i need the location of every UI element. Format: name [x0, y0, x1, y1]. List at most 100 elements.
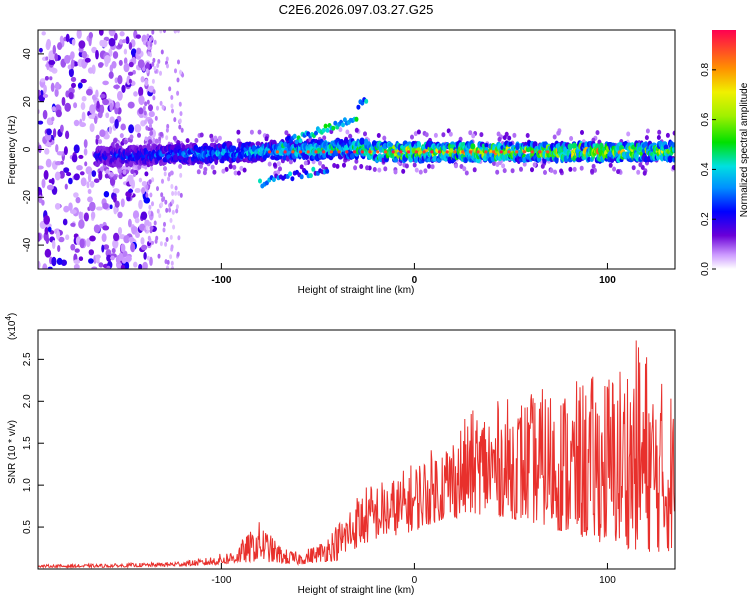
spectral-blob — [118, 39, 124, 45]
spectral-blob — [410, 134, 414, 140]
spectral-blob — [81, 50, 88, 59]
spectral-blob — [258, 178, 262, 184]
colorbar-label: Normalized spectral amplitude — [739, 82, 750, 217]
x-tick-label: 0 — [412, 575, 418, 586]
spectral-blob — [449, 148, 454, 153]
y-tick-label: -40 — [22, 237, 33, 252]
spectral-blob — [140, 244, 148, 251]
spectral-blob — [87, 67, 94, 74]
spectral-blob — [166, 265, 169, 269]
spectral-blob — [156, 63, 160, 68]
x-tick-label: 100 — [599, 575, 616, 586]
spectral-blob — [135, 232, 140, 238]
spectral-blob — [475, 157, 481, 164]
spectral-blob — [174, 68, 177, 74]
spectral-blob — [164, 199, 168, 205]
spectral-blob — [507, 150, 511, 154]
spectral-blob — [118, 174, 123, 180]
spectral-blob — [73, 144, 80, 154]
y-tick-label: 0 — [22, 146, 33, 152]
spectral-blob — [76, 30, 82, 39]
spectral-blob — [102, 202, 109, 210]
spectral-blob — [230, 145, 237, 151]
spectral-blob — [110, 255, 115, 261]
spectral-blob — [147, 41, 151, 46]
spectral-blob — [159, 241, 163, 247]
spectral-blob — [418, 169, 423, 175]
spectral-blob — [165, 207, 169, 213]
spectral-blob — [140, 76, 145, 83]
y-tick-label: 1.0 — [22, 478, 33, 492]
spectral-blob — [123, 63, 130, 73]
spectral-blob — [416, 141, 422, 149]
spectral-blob — [128, 237, 135, 242]
spectral-blob — [298, 150, 303, 154]
spectral-blob — [108, 71, 114, 79]
spectral-blob — [151, 177, 155, 183]
spectral-blob — [118, 59, 123, 66]
spectral-blob — [144, 171, 149, 177]
spectral-blob — [382, 135, 387, 141]
spectral-blob — [41, 199, 45, 206]
spectral-blob — [99, 93, 106, 99]
spectral-blob — [176, 145, 181, 151]
spectral-blob — [134, 217, 140, 224]
spectral-blob — [353, 165, 358, 171]
y-tick-label: -20 — [22, 190, 33, 205]
spectral-blob — [93, 224, 101, 233]
spectral-blob — [106, 265, 111, 269]
spectral-blob — [318, 160, 322, 166]
spectral-blob — [105, 169, 110, 174]
spectral-blob — [78, 154, 84, 159]
spectral-blob — [91, 46, 97, 54]
spectral-blob — [46, 128, 52, 136]
spectral-blob — [430, 164, 435, 170]
spectral-blob — [498, 160, 502, 166]
spectral-blob — [522, 150, 527, 154]
spectral-blob — [224, 166, 229, 172]
spectral-blob — [85, 166, 93, 175]
spectral-blob — [108, 126, 113, 135]
spectral-blob — [68, 177, 73, 185]
spectral-blob — [151, 30, 155, 35]
spectral-blob — [311, 166, 316, 172]
spectral-blob — [147, 235, 151, 241]
spectral-blob — [88, 201, 96, 212]
spectral-blob — [83, 139, 88, 149]
spectral-blob — [45, 235, 50, 245]
spectral-blob — [638, 162, 643, 168]
spectral-blob — [153, 65, 157, 71]
spectral-blob — [98, 62, 104, 68]
spectral-blob — [181, 72, 185, 78]
spectral-blob — [519, 166, 523, 172]
spectral-blob — [159, 100, 163, 106]
spectral-blob — [60, 124, 64, 133]
spectral-blob — [512, 132, 517, 138]
spectral-blob — [43, 215, 51, 225]
spectrogram-panel: -100 0 100 -40 -20 0 20 40 Height of straight l… — [7, 29, 676, 296]
spectral-blob — [138, 199, 143, 210]
spectral-blob — [525, 133, 530, 138]
spectral-blob — [530, 150, 534, 154]
spectral-blob — [271, 177, 276, 183]
spectral-blob — [515, 150, 519, 154]
spectral-blob — [171, 199, 175, 205]
spectral-blob — [120, 123, 126, 131]
spectral-blob — [148, 111, 155, 118]
spectral-blob — [41, 178, 46, 189]
spectral-blob — [128, 124, 135, 134]
spectral-blob — [590, 168, 595, 174]
spectral-blob — [89, 123, 95, 133]
spectral-blob — [308, 173, 313, 179]
spectral-blob — [178, 124, 182, 130]
spectral-blob — [377, 167, 382, 173]
spectral-blob — [149, 131, 153, 136]
spectral-blob — [159, 70, 162, 76]
spectral-blob — [71, 154, 78, 163]
spectral-blob — [70, 76, 77, 82]
spectral-blob — [131, 225, 138, 235]
spectral-blob — [631, 165, 636, 171]
spectral-blob — [359, 164, 364, 169]
spectral-blob — [149, 228, 153, 234]
spectral-blob — [170, 103, 174, 109]
